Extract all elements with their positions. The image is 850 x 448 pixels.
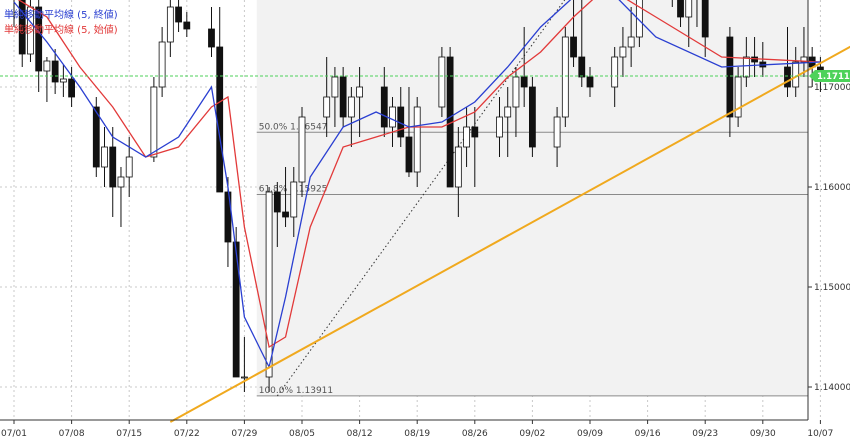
x-tick-label: 08/05 (289, 429, 315, 439)
ma-close-line (13, 0, 821, 369)
candle-body (685, 0, 693, 18)
candle-body (43, 60, 51, 72)
candle-body (265, 191, 273, 378)
y-tick-label: 1.17000 (814, 83, 850, 93)
candle-body (101, 146, 108, 168)
candle-body (561, 36, 569, 118)
candle-body (59, 78, 67, 83)
candle-body (109, 146, 117, 188)
x-tick-label: 09/30 (750, 429, 776, 439)
x-tick-label: 07/15 (116, 429, 142, 439)
candle-body (356, 86, 364, 98)
candle-body (92, 106, 100, 168)
candle-body (389, 106, 396, 128)
candle-body (380, 86, 388, 128)
candle-body (504, 106, 512, 118)
candle-body (619, 46, 627, 58)
candle-body (586, 76, 594, 88)
candle-body (150, 86, 158, 158)
y-tick-label: 1.15000 (814, 283, 850, 293)
fib-level-label: 50.0% 1.16547 (259, 122, 328, 132)
candle-body (701, 0, 709, 38)
candle-body (454, 146, 462, 188)
candle-body (35, 6, 43, 72)
current-price-marker (809, 70, 850, 82)
candle-body (323, 96, 331, 118)
x-tick-label: 09/02 (519, 429, 545, 439)
ma-open-line (17, 0, 821, 349)
x-tick-label: 09/23 (692, 429, 718, 439)
candle-body (463, 126, 470, 148)
legend-item-ma-close: 単純移動平均線 (5, 終値) (4, 8, 118, 21)
candle-body (471, 126, 479, 138)
candle-body (125, 156, 133, 178)
trendlines (0, 45, 850, 423)
candle-body (183, 21, 191, 30)
x-tick-label: 07/01 (1, 429, 27, 439)
candle-body (18, 0, 26, 55)
candle-body (570, 36, 577, 58)
current-price-tag: 1.17111 (809, 70, 850, 82)
candle-body (784, 66, 791, 88)
candle-body (438, 56, 446, 108)
candle-body (298, 116, 306, 183)
candle-body (339, 76, 347, 118)
moving-averages (13, 0, 821, 369)
legend: 単純移動平均線 (5, 終値) 単純移動平均線 (5, 始値) (4, 8, 118, 36)
candle-body (578, 56, 586, 78)
y-tick-label: 1.16000 (814, 183, 850, 193)
x-tick-label: 07/29 (231, 429, 257, 439)
candle-body (158, 41, 166, 88)
fib-level-label: 100.0% 1.13911 (259, 386, 333, 396)
candle-body (529, 86, 536, 148)
candle-body (751, 56, 758, 63)
current-price-label: 1.17111 (817, 72, 850, 82)
candle-body (800, 56, 808, 63)
legend-item-ma-open: 単純移動平均線 (5, 始値) (4, 23, 118, 36)
candle-body (553, 116, 561, 148)
x-tick-label: 08/19 (404, 429, 430, 439)
candle-body (611, 56, 619, 88)
candle-body (241, 376, 248, 379)
x-tick-label: 07/08 (59, 429, 85, 439)
candle-body (175, 6, 182, 23)
x-tick-label: 08/12 (347, 429, 373, 439)
candle-body (282, 211, 289, 218)
candle-body (51, 60, 59, 83)
candle-body (635, 0, 643, 38)
candle-body (347, 96, 355, 118)
fib-diagonal (276, 0, 566, 397)
candle-body (627, 36, 635, 48)
x-tick-label: 07/22 (174, 429, 200, 439)
x-tick-label: 10/07 (807, 429, 833, 439)
candle-body (405, 136, 413, 173)
candle-body (68, 78, 76, 98)
x-tick-label: 09/09 (577, 429, 603, 439)
candle-body (520, 76, 528, 88)
candle-body (677, 0, 684, 18)
candle-body (331, 76, 339, 98)
candle-body (734, 76, 742, 118)
candle-body (208, 28, 215, 48)
candle-body (512, 76, 520, 108)
y-tick-label: 1.14000 (814, 383, 850, 393)
candle-body (232, 241, 240, 378)
candle-body (742, 56, 750, 78)
candle-body (726, 36, 734, 118)
trendline-support (169, 45, 850, 423)
candle-body (117, 176, 125, 188)
candle-body (216, 46, 224, 193)
axes: 1.190001.180001.170001.160001.150001.140… (0, 0, 850, 439)
x-tick-label: 09/16 (635, 429, 661, 439)
fib-band (256, 0, 808, 396)
candle-body (166, 6, 174, 43)
candle-body (273, 191, 281, 213)
x-tick-label: 08/26 (462, 429, 488, 439)
candle-body (413, 106, 421, 173)
candle-body (496, 116, 503, 138)
candle-body (290, 181, 298, 218)
